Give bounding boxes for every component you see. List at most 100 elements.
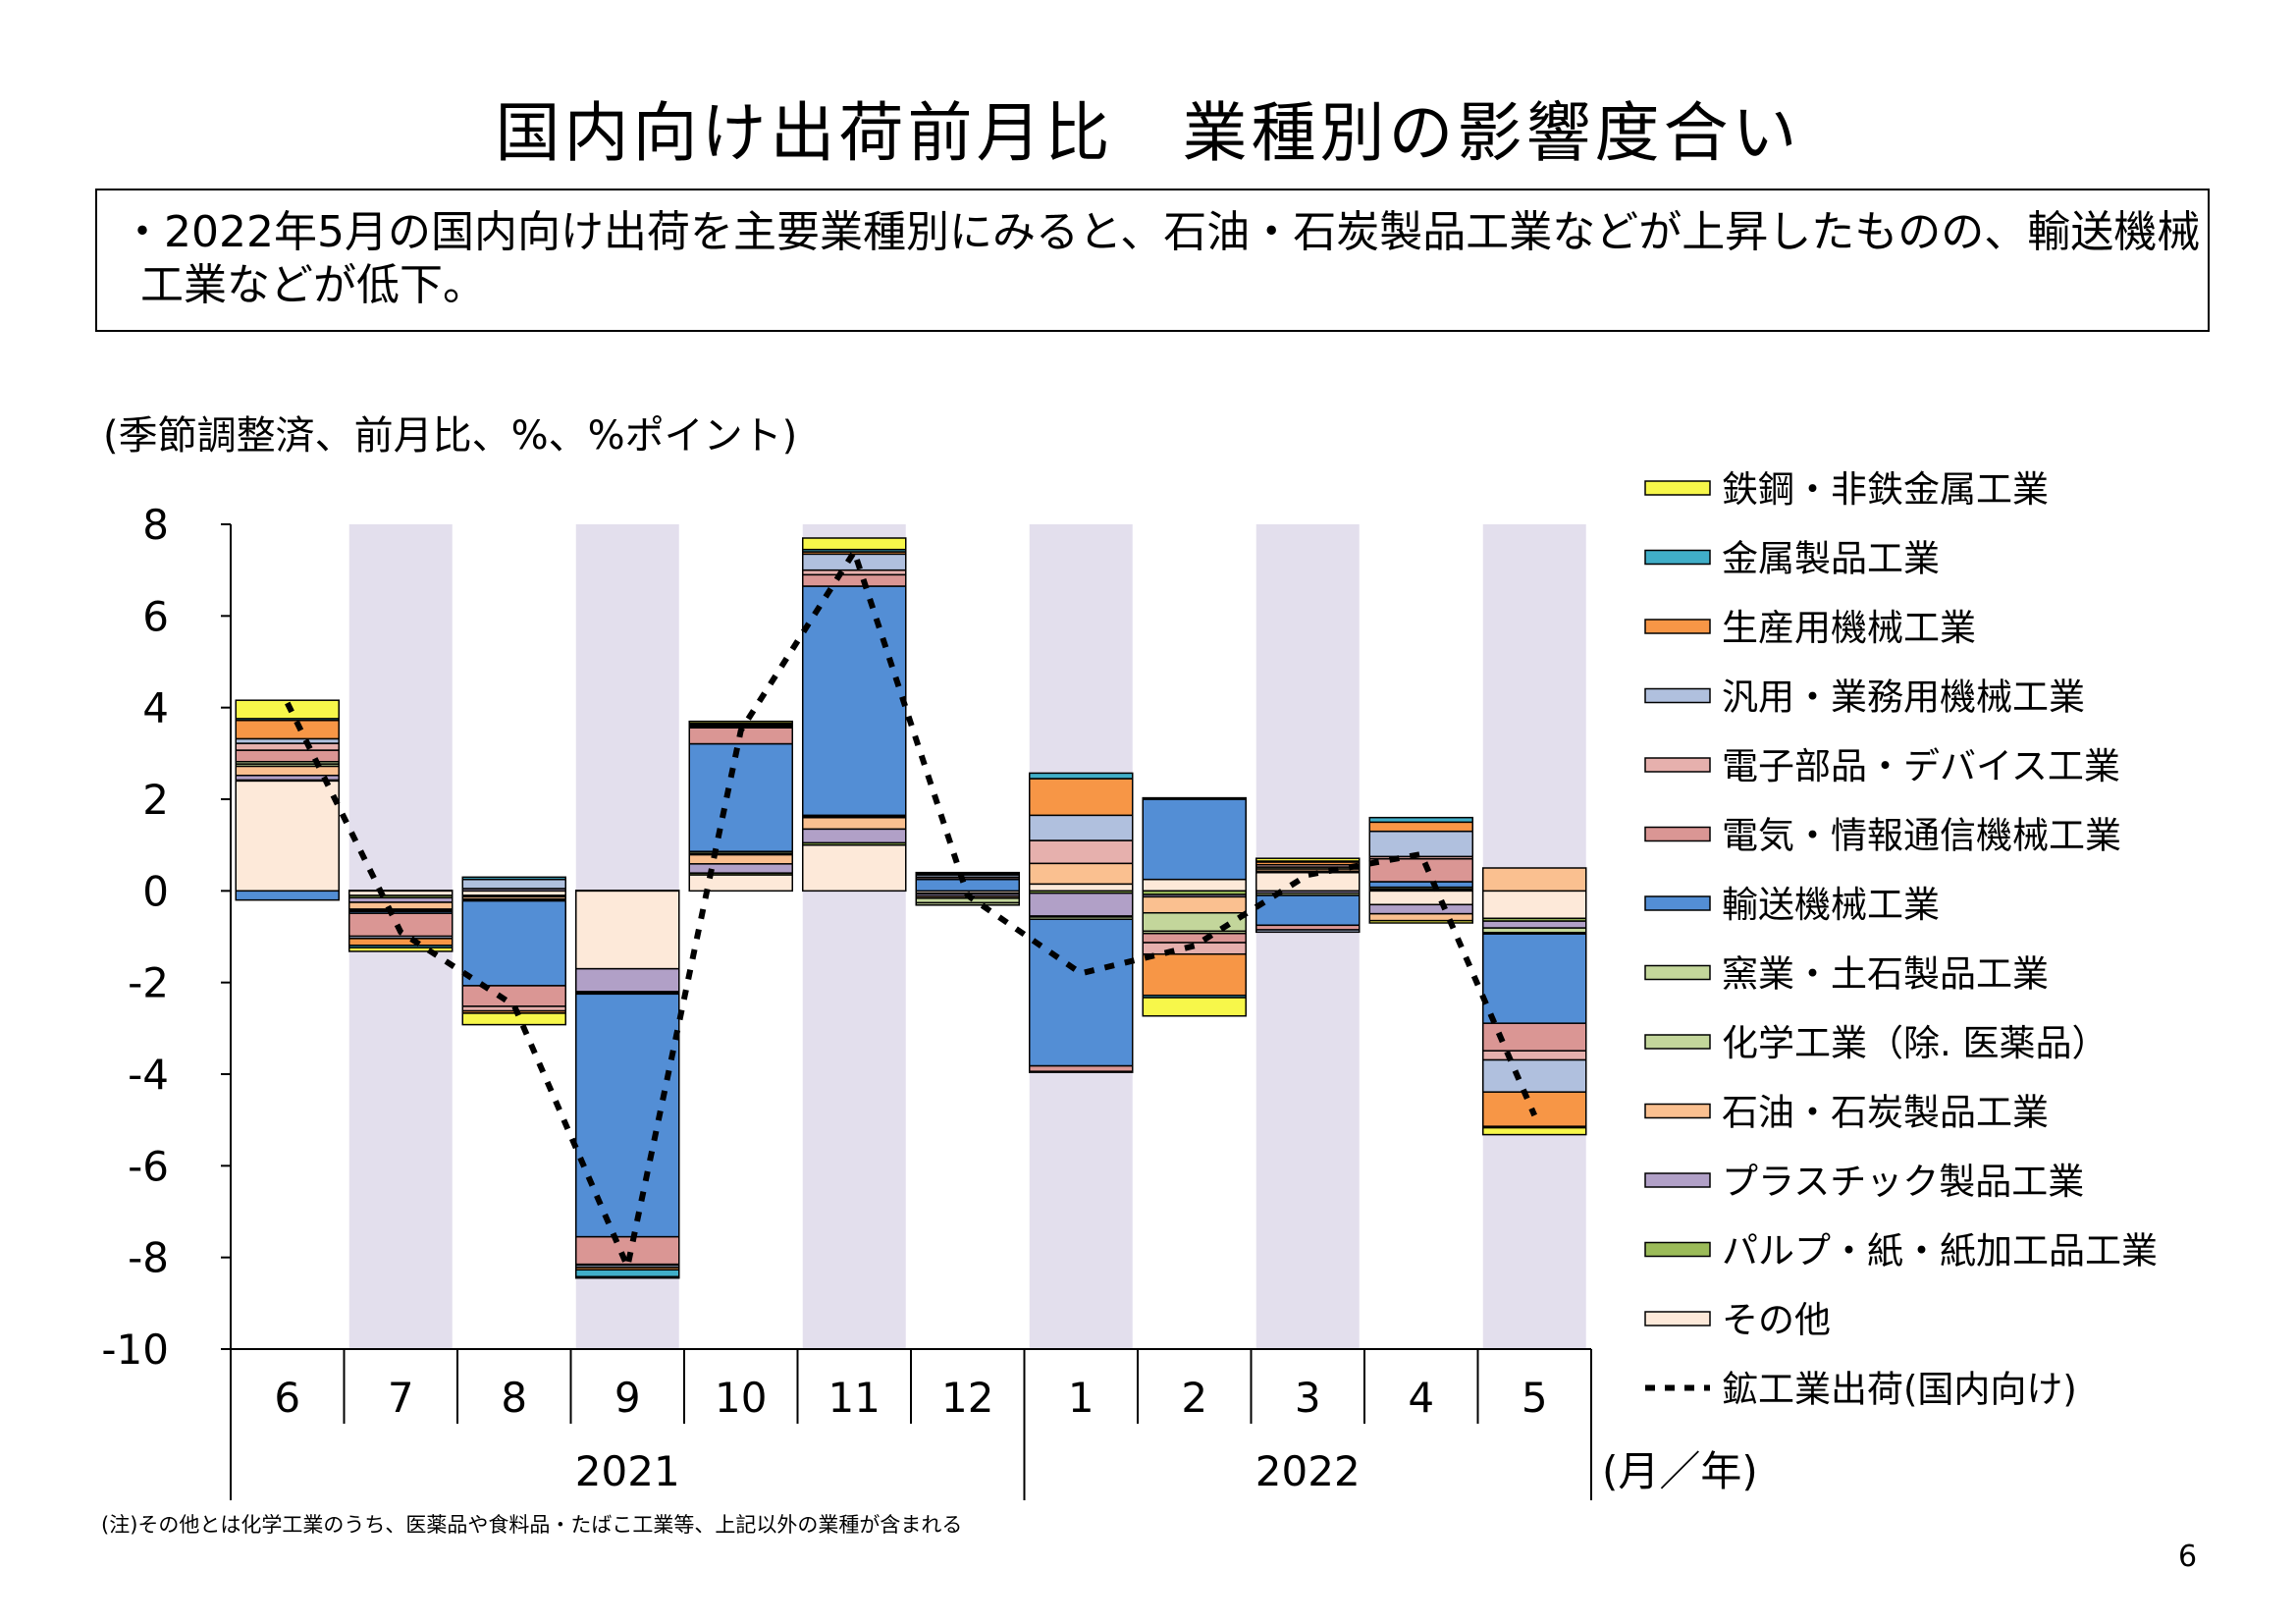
bar-segment	[575, 1275, 680, 1279]
bar-segment	[575, 993, 680, 1238]
legend-swatch	[1644, 687, 1711, 704]
bar-segment	[688, 853, 793, 865]
bar-segment	[235, 749, 340, 763]
legend-label: 鉱工業出荷(国内向け)	[1722, 1369, 2077, 1411]
bar-segment	[1142, 911, 1247, 933]
bar-segment	[1368, 912, 1473, 922]
bar-segment	[1482, 1050, 1587, 1061]
bar-segment	[1368, 881, 1473, 889]
legend-label: 金属製品工業	[1722, 538, 1940, 580]
x-tick-label: 8	[501, 1374, 527, 1422]
legend-label: 石油・石炭製品工業	[1722, 1092, 2049, 1134]
bar-segment	[461, 878, 566, 890]
x-tick-label: 11	[828, 1374, 881, 1422]
bar-segment	[915, 878, 1020, 893]
bar-segment	[802, 573, 907, 587]
legend-swatch	[1644, 1034, 1711, 1050]
bar-segment	[1482, 1058, 1587, 1093]
bar-segment	[802, 816, 907, 831]
legend-label: 窯業・土石製品工業	[1722, 953, 2049, 996]
shipment-line-path	[285, 545, 1538, 1276]
y-tick-label: -10	[101, 1326, 169, 1374]
bar-segment	[1142, 796, 1247, 800]
y-tick-label: 6	[142, 592, 169, 640]
bar-segment	[461, 899, 566, 987]
bar-segment	[235, 719, 340, 740]
page-title: 国内向け出荷前月比 業種別の影響度合い	[495, 95, 1801, 171]
x-tick-label: 2	[1181, 1374, 1207, 1422]
y-tick-label: 4	[142, 684, 169, 732]
bar-segment	[1255, 871, 1361, 893]
bar-segment	[1482, 1126, 1587, 1136]
bar-segment	[1368, 816, 1473, 824]
bar-segment	[1029, 772, 1134, 780]
y-tick-label: 2	[142, 776, 169, 824]
bar-segment	[575, 890, 680, 970]
bar-segment	[1029, 1070, 1134, 1073]
x-tick-label: 5	[1522, 1374, 1548, 1422]
bar-segment	[1029, 1064, 1134, 1072]
legend-swatch	[1644, 549, 1711, 566]
bar-segment	[1029, 778, 1134, 817]
legend-label: プラスチック製品工業	[1722, 1161, 2084, 1203]
legend-swatch	[1644, 895, 1711, 911]
x-tick-label: 6	[274, 1374, 300, 1422]
bar-segment	[1029, 862, 1134, 886]
bar-segment	[235, 765, 340, 777]
y-tick-label: 0	[142, 867, 169, 915]
bar-segment	[688, 863, 793, 874]
bar-segment	[1142, 952, 1247, 997]
bar-segment	[1029, 892, 1134, 917]
bar-segment	[1142, 798, 1247, 881]
legend-swatch	[1644, 1103, 1711, 1119]
bar-segment	[1142, 895, 1247, 914]
legend-swatch	[1644, 1241, 1711, 1258]
chart-unit-label: (季節調整済、前月比、%、%ポイント)	[103, 413, 797, 459]
bar-segment	[688, 720, 793, 725]
bar-segment	[1368, 903, 1473, 915]
legend: 鉄鋼・非鉄金属工業金属製品工業生産用機械工業汎用・業務用機械工業電子部品・デバイ…	[1644, 468, 2158, 1411]
legend-label: 生産用機械工業	[1722, 607, 1976, 649]
bar-segment	[235, 780, 340, 893]
footnote: (注)その他とは化学工業のうち、医薬品や食料品・たばこ工業等、上記以外の業種が含…	[101, 1513, 963, 1537]
legend-swatch	[1644, 826, 1711, 842]
bar-segment	[1255, 894, 1361, 927]
bar-segment	[1029, 883, 1134, 893]
legend-swatch	[1644, 1311, 1711, 1326]
x-unit-label: (月／年)	[1602, 1447, 1758, 1495]
bar-segment	[461, 876, 566, 881]
bars	[235, 537, 1587, 1279]
legend-swatch	[1644, 480, 1711, 496]
bar-segment	[1368, 890, 1473, 906]
x-tick-label: 10	[715, 1374, 767, 1422]
y-tick-label: -2	[128, 959, 169, 1007]
year-label: 2022	[1255, 1447, 1361, 1495]
bar-segment	[802, 585, 907, 817]
bar-segment	[235, 742, 340, 751]
y-tick-label: 8	[142, 501, 169, 549]
bar-segment	[348, 938, 454, 947]
bar-segment	[1142, 997, 1247, 1017]
y-tick-label: -4	[128, 1051, 169, 1099]
bar-segment	[1255, 857, 1361, 862]
bar-segment	[1482, 867, 1587, 893]
x-tick-label: 3	[1295, 1374, 1321, 1422]
y-tick-label: -6	[128, 1142, 169, 1190]
bar-segment	[1368, 821, 1473, 833]
bar-segment	[461, 1012, 566, 1026]
bar-segment	[1482, 920, 1587, 929]
bar-segment	[1029, 839, 1134, 865]
legend-label: 電子部品・デバイス工業	[1722, 745, 2120, 787]
bar-segment	[1029, 918, 1134, 1067]
summary-box: ・2022年5月の国内向け出荷を主要業種別にみると、石油・石炭製品工業などが上昇…	[95, 189, 2210, 332]
x-tick-label: 1	[1068, 1374, 1095, 1422]
bar-segment	[802, 537, 907, 551]
bar-segment	[1482, 933, 1587, 1024]
summary-text: ・2022年5月の国内向け出荷を主要業種別にみると、石油・石炭製品工業などが上昇…	[121, 207, 2201, 310]
bar-segment	[1368, 857, 1473, 883]
bar-segment	[575, 967, 680, 993]
year-label: 2021	[575, 1447, 680, 1495]
x-tick-label: 4	[1408, 1374, 1434, 1422]
